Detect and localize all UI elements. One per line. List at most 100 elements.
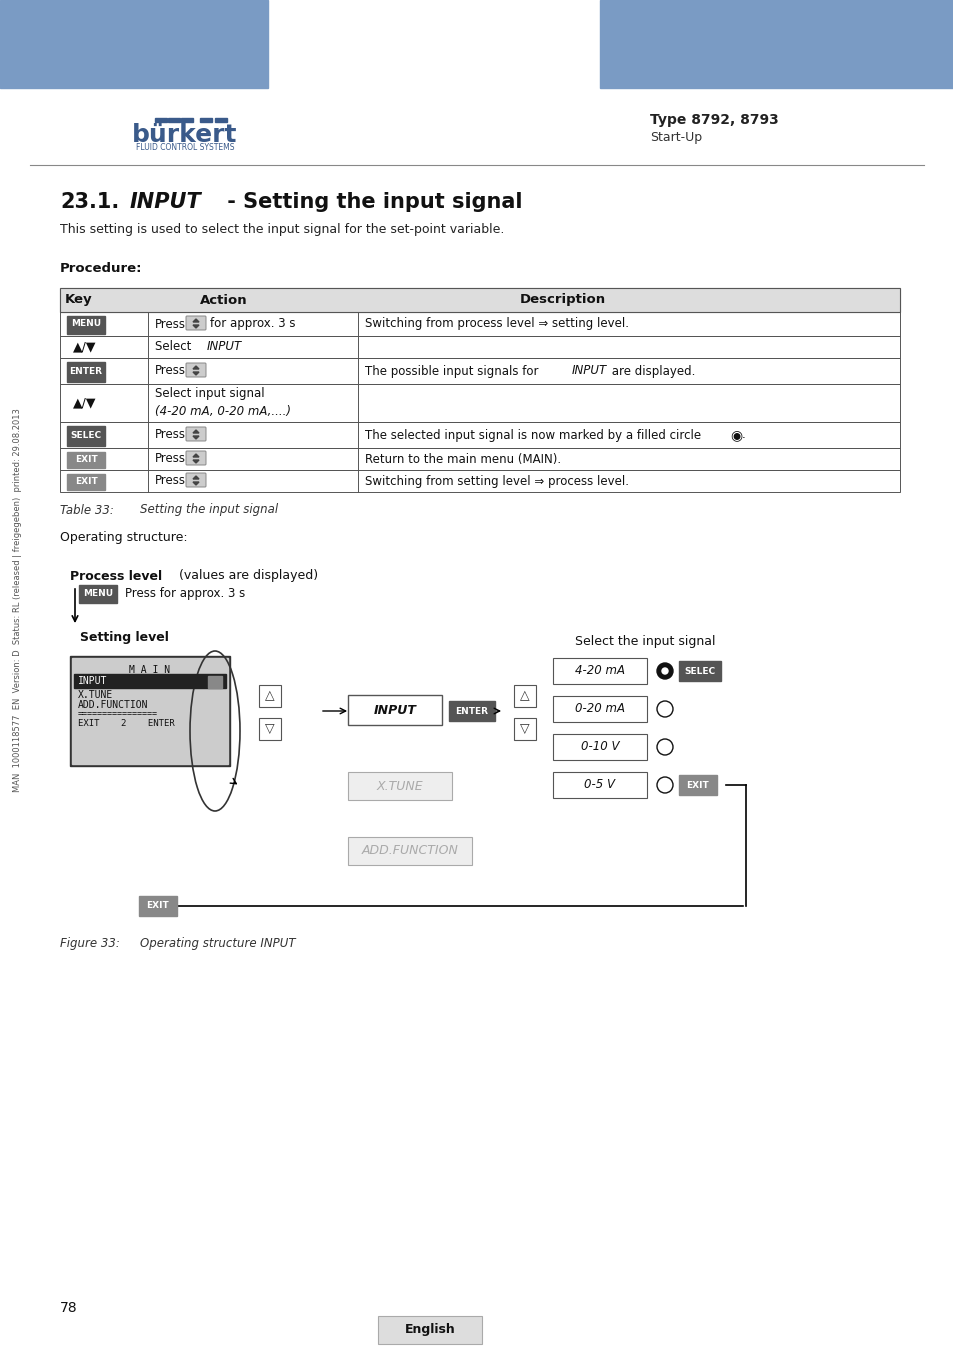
Bar xyxy=(60,358,899,383)
FancyBboxPatch shape xyxy=(186,363,206,377)
Bar xyxy=(0,0,268,88)
Bar xyxy=(60,336,899,358)
FancyBboxPatch shape xyxy=(348,695,441,725)
FancyBboxPatch shape xyxy=(186,427,206,441)
FancyBboxPatch shape xyxy=(514,684,536,707)
Text: 4-20 mA: 4-20 mA xyxy=(575,664,624,678)
Bar xyxy=(55,556,909,926)
Text: Process level: Process level xyxy=(70,570,162,582)
FancyBboxPatch shape xyxy=(79,585,117,603)
Text: 0-10 V: 0-10 V xyxy=(580,741,618,753)
Text: Table 33:: Table 33: xyxy=(60,504,113,517)
Text: EXIT: EXIT xyxy=(74,455,97,463)
FancyBboxPatch shape xyxy=(514,718,536,740)
Text: Press: Press xyxy=(154,474,186,487)
FancyBboxPatch shape xyxy=(258,718,281,740)
Text: Switching from process level ⇒ setting level.: Switching from process level ⇒ setting l… xyxy=(365,317,628,331)
Text: ENTER: ENTER xyxy=(70,366,102,375)
Text: .: . xyxy=(741,428,745,441)
Text: English: English xyxy=(404,1323,455,1336)
Text: (values are displayed): (values are displayed) xyxy=(174,570,317,582)
Text: are displayed.: are displayed. xyxy=(607,364,695,378)
Text: Select the input signal: Select the input signal xyxy=(575,634,715,648)
Text: INPUT: INPUT xyxy=(78,676,108,686)
Bar xyxy=(60,470,899,491)
Text: Press for approx. 3 s: Press for approx. 3 s xyxy=(125,587,245,601)
FancyBboxPatch shape xyxy=(186,316,206,329)
Text: INPUT: INPUT xyxy=(207,340,242,354)
Text: MAN  1000118577  EN  Version: D  Status: RL (released | freigegeben)  printed: 2: MAN 1000118577 EN Version: D Status: RL … xyxy=(13,408,23,792)
FancyBboxPatch shape xyxy=(679,662,720,680)
Text: EXIT: EXIT xyxy=(147,902,170,910)
Text: bürkert: bürkert xyxy=(132,123,237,147)
Text: Type 8792, 8793: Type 8792, 8793 xyxy=(649,113,778,127)
Text: ▽: ▽ xyxy=(265,722,274,736)
Text: Press: Press xyxy=(154,452,186,466)
Text: 0-20 mA: 0-20 mA xyxy=(575,702,624,716)
Bar xyxy=(60,312,899,336)
Text: - Setting the input signal: - Setting the input signal xyxy=(220,192,522,212)
Text: ▽: ▽ xyxy=(519,722,529,736)
Bar xyxy=(60,383,899,423)
Text: EXIT: EXIT xyxy=(74,477,97,486)
FancyBboxPatch shape xyxy=(553,734,646,760)
Text: (4-20 mA, 0-20 mA,....): (4-20 mA, 0-20 mA,....) xyxy=(154,405,291,418)
Text: Start-Up: Start-Up xyxy=(649,131,701,144)
Polygon shape xyxy=(193,477,199,479)
FancyBboxPatch shape xyxy=(553,772,646,798)
Text: FLUID CONTROL SYSTEMS: FLUID CONTROL SYSTEMS xyxy=(135,143,234,151)
Text: ▲/▼: ▲/▼ xyxy=(73,397,96,409)
Text: ADD.FUNCTION: ADD.FUNCTION xyxy=(361,845,458,857)
FancyBboxPatch shape xyxy=(186,451,206,464)
FancyBboxPatch shape xyxy=(553,697,646,722)
Polygon shape xyxy=(193,460,199,463)
Polygon shape xyxy=(193,319,199,323)
Text: SELEC: SELEC xyxy=(683,667,715,675)
Text: INPUT: INPUT xyxy=(572,364,606,378)
Text: Setting level: Setting level xyxy=(80,632,169,644)
Circle shape xyxy=(657,663,672,679)
Text: SELEC: SELEC xyxy=(71,431,101,440)
Polygon shape xyxy=(193,482,199,485)
FancyBboxPatch shape xyxy=(67,452,105,468)
Text: Press: Press xyxy=(154,428,186,441)
Text: EXIT: EXIT xyxy=(686,780,709,790)
Text: △: △ xyxy=(265,690,274,702)
Bar xyxy=(70,656,230,765)
Text: Procedure:: Procedure: xyxy=(60,262,142,274)
Text: X.TUNE: X.TUNE xyxy=(78,690,113,701)
Text: INPUT: INPUT xyxy=(130,192,201,212)
Text: Figure 33:: Figure 33: xyxy=(60,937,120,950)
FancyBboxPatch shape xyxy=(258,684,281,707)
Text: ADD.FUNCTION: ADD.FUNCTION xyxy=(78,701,149,710)
Bar xyxy=(60,448,899,470)
Polygon shape xyxy=(193,431,199,433)
Text: 23.1.: 23.1. xyxy=(60,192,119,212)
FancyBboxPatch shape xyxy=(67,362,105,382)
Text: ================: ================ xyxy=(78,710,158,718)
Text: Setting the input signal: Setting the input signal xyxy=(140,504,278,517)
Bar xyxy=(599,0,953,88)
Bar xyxy=(60,470,899,491)
Text: Switching from setting level ⇒ process level.: Switching from setting level ⇒ process l… xyxy=(365,474,628,487)
Text: Return to the main menu (MAIN).: Return to the main menu (MAIN). xyxy=(365,452,560,466)
Polygon shape xyxy=(193,373,199,375)
Text: Select input signal: Select input signal xyxy=(154,387,264,401)
Bar xyxy=(60,383,899,423)
Text: Operating structure:: Operating structure: xyxy=(60,532,188,544)
Text: Key: Key xyxy=(65,293,92,306)
Polygon shape xyxy=(193,325,199,328)
Text: EXIT    2    ENTER: EXIT 2 ENTER xyxy=(78,720,174,729)
Bar xyxy=(154,117,167,121)
Text: INPUT: INPUT xyxy=(374,705,416,717)
FancyBboxPatch shape xyxy=(348,837,472,865)
Text: for approx. 3 s: for approx. 3 s xyxy=(210,317,295,331)
Bar xyxy=(168,117,180,121)
Bar xyxy=(60,288,899,312)
Bar xyxy=(60,336,899,358)
Text: Description: Description xyxy=(519,293,605,306)
Bar xyxy=(60,448,899,470)
Text: This setting is used to select the input signal for the set-point variable.: This setting is used to select the input… xyxy=(60,224,504,236)
FancyBboxPatch shape xyxy=(679,775,717,795)
Bar xyxy=(181,117,193,121)
